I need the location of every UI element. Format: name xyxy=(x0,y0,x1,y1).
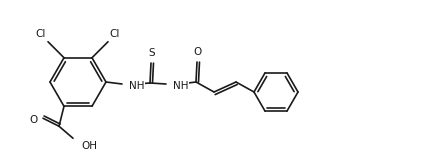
Text: NH: NH xyxy=(129,81,145,91)
Text: Cl: Cl xyxy=(110,29,120,39)
Text: O: O xyxy=(194,47,202,57)
Text: Cl: Cl xyxy=(36,29,46,39)
Text: OH: OH xyxy=(81,141,97,151)
Text: O: O xyxy=(30,115,38,125)
Text: NH: NH xyxy=(173,81,188,91)
Text: S: S xyxy=(149,48,155,58)
